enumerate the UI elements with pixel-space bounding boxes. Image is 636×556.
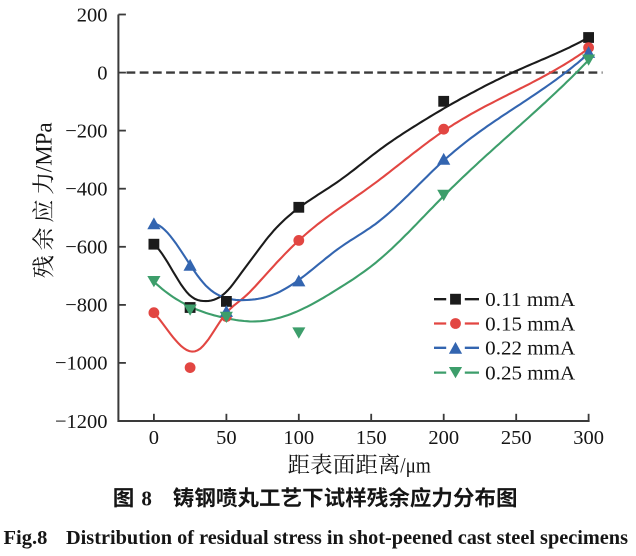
svg-text:0: 0 [97,62,107,84]
svg-text:−1200: −1200 [55,411,108,433]
svg-text:200: 200 [77,4,108,26]
svg-text:−600: −600 [65,237,107,259]
svg-text:250: 250 [501,427,532,449]
svg-text:/μm: /μm [400,453,431,478]
svg-text:−400: −400 [65,179,107,201]
svg-text:Fig.8: Fig.8 [4,527,48,549]
svg-text:100: 100 [283,427,314,449]
svg-text:200: 200 [428,427,459,449]
svg-text:50: 50 [216,427,237,449]
svg-text:/MPa: /MPa [32,122,57,172]
svg-text:0.22 mmA: 0.22 mmA [485,338,575,360]
svg-text:0.11 mmA: 0.11 mmA [485,289,575,311]
svg-text:0: 0 [149,427,159,449]
svg-text:0.25 mmA: 0.25 mmA [485,362,575,384]
svg-text:−1000: −1000 [55,353,108,375]
svg-text:150: 150 [356,427,387,449]
svg-text:0.15 mmA: 0.15 mmA [485,313,575,335]
svg-text:−200: −200 [65,120,107,142]
svg-text:−800: −800 [65,295,107,317]
svg-text:Distribution of residual stres: Distribution of residual stress in shot-… [66,527,628,549]
svg-text:8: 8 [141,487,152,511]
svg-text:300: 300 [573,427,604,449]
